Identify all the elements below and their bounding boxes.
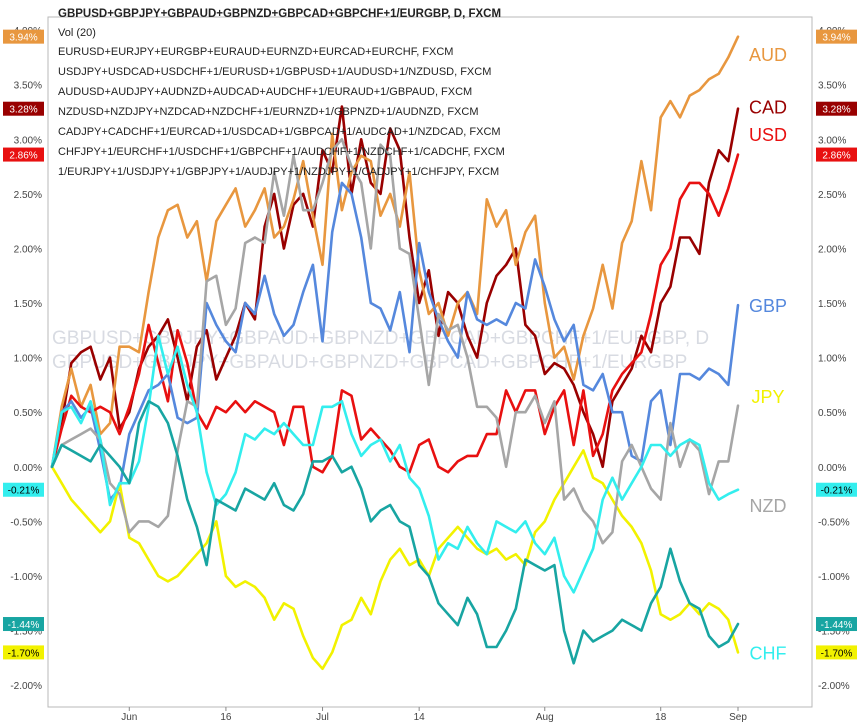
series-name-label-usd: USD bbox=[749, 125, 787, 145]
last-value-text-right: 3.28% bbox=[822, 105, 850, 116]
y-tick-label-right: -0.50% bbox=[818, 517, 850, 528]
series-name-label-jpy: JPY bbox=[751, 387, 784, 407]
last-value-badge-right bbox=[816, 482, 857, 497]
last-value-badge-left bbox=[3, 617, 44, 632]
y-tick-label-right: 3.00% bbox=[818, 135, 846, 146]
last-value-text-right: 3.94% bbox=[822, 33, 850, 44]
x-tick-label: Sep bbox=[729, 712, 747, 723]
axes: -2.00% -2.00% -1.50% -1.50% -1.00% -1.00% -0.5… bbox=[10, 26, 849, 723]
series-line-cad bbox=[50, 105, 740, 469]
y-tick-label-left: -0.50% bbox=[10, 517, 42, 528]
y-tick-label-left: -1.00% bbox=[10, 572, 42, 583]
y-tick-label-right: -1.50% bbox=[818, 627, 850, 638]
y-tick-label-left: -1.50% bbox=[10, 627, 42, 638]
series-name-label-cad: CAD bbox=[749, 98, 787, 118]
y-tick-label-left: 3.00% bbox=[14, 135, 42, 146]
last-value-badge-right bbox=[816, 29, 857, 44]
series-name-label-chf: CHF bbox=[750, 643, 787, 663]
series-line-usd bbox=[50, 153, 740, 474]
chart-title: GBPUSD+GBPJPY+GBPAUD+GBPNZD+GBPCAD+GBPCH… bbox=[58, 8, 502, 20]
series-line-aud bbox=[50, 35, 740, 469]
last-value-text-right: 2.86% bbox=[822, 151, 850, 162]
legend-line: EURUSD+EURJPY+EURGBP+EURAUD+EURNZD+EURCA… bbox=[58, 46, 454, 58]
series-line-chf bbox=[50, 334, 740, 594]
series-line-gbp bbox=[50, 181, 740, 501]
last-value-text-left: -1.44% bbox=[8, 620, 40, 631]
watermark-line-1: GBPUSD+GBPJPY+GBPAUD+GBPNZD+GBPCAD+GBPCH… bbox=[52, 328, 709, 349]
x-tick-label: Jul bbox=[316, 712, 329, 723]
plot-frame bbox=[47, 16, 813, 708]
last-value-text-right: -1.70% bbox=[821, 648, 853, 659]
grid-lines bbox=[47, 16, 813, 708]
last-value-badge-right bbox=[816, 101, 857, 116]
y-tick-label-right: 1.50% bbox=[818, 299, 846, 310]
last-value-badge-left bbox=[3, 101, 44, 116]
last-value-text-left: 2.86% bbox=[9, 151, 37, 162]
y-tick-label-left: 0.00% bbox=[14, 463, 42, 474]
series-labels: CAD AUD USD GBP JPY NZD CHF 3.28% 3.28% 3.94% 3.94… bbox=[3, 29, 857, 663]
legend-line: USDJPY+USDCAD+USDCHF+1/EURUSD+1/GBPUSD+1… bbox=[58, 66, 492, 78]
series-line-jpy bbox=[50, 449, 740, 671]
y-tick-label-left: 3.50% bbox=[14, 81, 42, 92]
x-tick-label: 18 bbox=[655, 712, 667, 723]
y-tick-label-right: -1.00% bbox=[818, 572, 850, 583]
x-tick-label: 16 bbox=[220, 712, 232, 723]
last-value-badge-right bbox=[816, 147, 857, 162]
y-tick-label-left: 2.50% bbox=[14, 190, 42, 201]
last-value-badge-left bbox=[3, 645, 44, 660]
legend-line: CADJPY+CADCHF+1/EURCAD+1/USDCAD+1/GBPCAD… bbox=[58, 126, 501, 138]
volume-label: Vol (20) bbox=[58, 27, 96, 39]
legend-line: 1/EURJPY+1/USDJPY+1/GBPJPY+1/AUDJPY+1/NZ… bbox=[58, 166, 500, 178]
y-tick-label-left: 0.50% bbox=[14, 408, 42, 419]
last-value-text-right: -0.21% bbox=[821, 486, 853, 497]
legend-line: AUDUSD+AUDJPY+AUDNZD+AUDCAD+AUDCHF+1/EUR… bbox=[58, 86, 473, 98]
last-value-badge-right bbox=[816, 617, 857, 632]
y-tick-label-right: 1.00% bbox=[818, 354, 846, 365]
last-value-text-left: -0.21% bbox=[8, 486, 40, 497]
series-line-unlabeled bbox=[50, 399, 740, 665]
last-value-badge-left bbox=[3, 147, 44, 162]
y-tick-label-right: 3.50% bbox=[818, 81, 846, 92]
last-value-text-right: -1.44% bbox=[821, 620, 853, 631]
watermark-line-2: GBPUSD+GBPJPY+GBPAUD+GBPNZD+GBPCAD+GBPCH… bbox=[52, 352, 687, 373]
last-value-badge-left bbox=[3, 482, 44, 497]
series-line-nzd bbox=[50, 138, 740, 545]
y-tick-label-right: 2.00% bbox=[818, 244, 846, 255]
last-value-text-left: 3.94% bbox=[9, 33, 37, 44]
x-tick-label: Aug bbox=[536, 712, 554, 723]
x-tick-label: 14 bbox=[414, 712, 426, 723]
y-tick-label-right: 0.00% bbox=[818, 463, 846, 474]
last-value-badge-right bbox=[816, 645, 857, 660]
y-tick-label-left: 2.00% bbox=[14, 244, 42, 255]
y-tick-label-left: 1.50% bbox=[14, 299, 42, 310]
y-tick-label-right: 0.50% bbox=[818, 408, 846, 419]
series-name-label-nzd: NZD bbox=[750, 496, 787, 516]
last-value-text-left: -1.70% bbox=[8, 648, 40, 659]
series-name-label-aud: AUD bbox=[749, 45, 787, 65]
last-value-badge-left bbox=[3, 29, 44, 44]
y-tick-label-left: -2.00% bbox=[10, 681, 42, 692]
series-name-label-gbp: GBP bbox=[749, 296, 787, 316]
y-tick-label-left: 1.00% bbox=[14, 354, 42, 365]
legend-line: NZDUSD+NZDJPY+NZDCAD+NZDCHF+1/EURNZD+1/G… bbox=[58, 106, 479, 118]
y-tick-label-right: 2.50% bbox=[818, 190, 846, 201]
x-tick-label: Jun bbox=[121, 712, 137, 723]
y-tick-label-right: -2.00% bbox=[818, 681, 850, 692]
series-lines bbox=[50, 35, 740, 671]
last-value-text-left: 3.28% bbox=[9, 105, 37, 116]
legend-line: CHFJPY+1/EURCHF+1/USDCHF+1/GBPCHF+1/AUDC… bbox=[58, 146, 505, 158]
